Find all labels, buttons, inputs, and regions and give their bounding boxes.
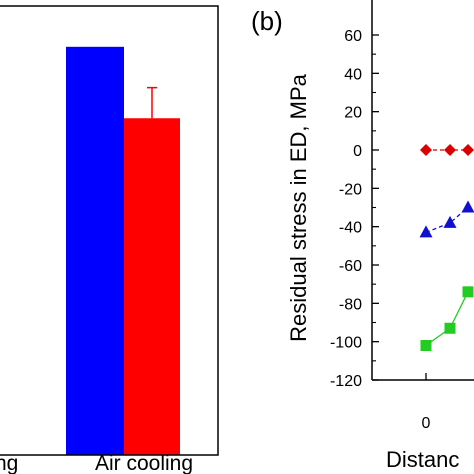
series-0-point-2 [462,144,474,156]
y-tick-label-4: -20 [339,181,362,198]
series-1-point-2 [461,200,474,213]
y-axis-ticks [372,34,427,381]
y-tick-label-6: -60 [339,258,362,275]
category-labels: ling Air cooling [0,452,193,474]
y-tick-label-8: -100 [330,335,362,352]
category-label-0: ling [0,452,18,474]
bar-0 [66,46,124,456]
y-tick-label-7: -80 [339,296,362,313]
bar-1 [124,118,180,455]
series-0-point-1 [444,144,456,156]
series-group [419,144,474,351]
series-0-point-0 [420,144,432,156]
series-2-point-2 [462,286,474,298]
series-1-point-1 [443,215,457,228]
y-axis-tick-labels: 60 40 20 0 -20 -40 -60 -80 -100 -120 [330,28,362,390]
y-axis-title: Residual stress in ED, MPa [286,73,311,342]
series-2-line [425,291,469,347]
series-2-point-1 [444,322,456,334]
x-axis-title: Distanc [386,447,459,472]
y-tick-label-9: -120 [330,373,362,390]
panel-a-bar-chart: ling Air cooling [0,5,219,474]
y-tick-label-2: 20 [344,105,362,122]
panel-a-plot-frame [0,5,219,456]
panel-b-line-chart: (b) Residual stress in ED, MPa 60 40 20 0 -2… [251,0,474,472]
x-tick-label-0: 0 [422,415,431,432]
x-axis-tick-labels: 0 [422,415,431,432]
y-tick-label-3: 0 [353,143,362,160]
y-tick-label-1: 40 [344,66,362,83]
series-2-point-0 [420,340,432,351]
y-tick-label-5: -40 [339,220,362,237]
series-1-point-0 [419,225,433,238]
series-1-line [425,207,469,234]
error-bars-group [147,86,157,119]
y-tick-label-0: 60 [344,28,362,45]
panel-label: (b) [251,6,283,36]
bars-group [66,46,180,456]
category-label-1: Air cooling [95,452,193,474]
